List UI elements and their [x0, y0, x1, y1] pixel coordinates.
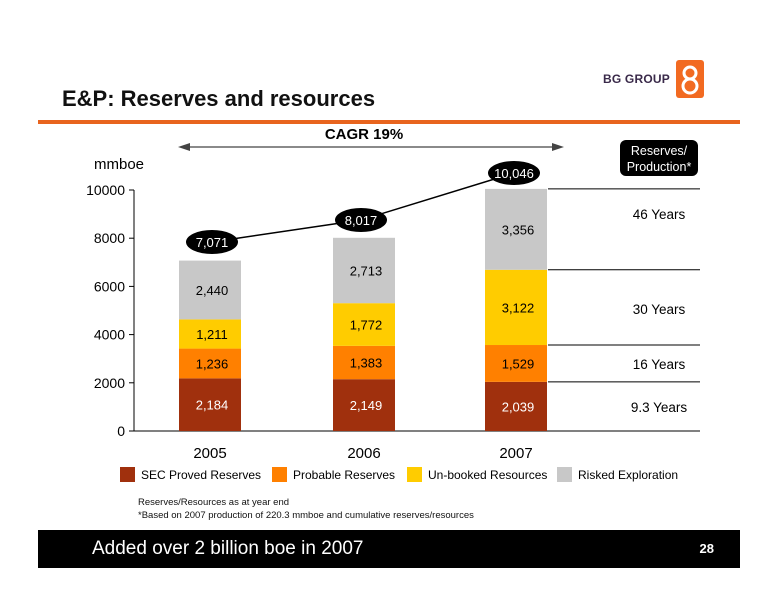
rp-header-line: Reserves/ — [631, 144, 688, 158]
x-tick-label: 2006 — [347, 445, 380, 462]
legend-label: Probable Reserves — [293, 468, 395, 482]
rp-value-label: 46 Years — [633, 207, 686, 222]
bar-value-label: 3,122 — [502, 300, 535, 315]
total-bubble — [488, 161, 540, 185]
cagr-arrow-right-head — [552, 143, 564, 151]
bar-value-label: 2,039 — [502, 399, 535, 414]
y-tick-label: 6000 — [94, 278, 125, 294]
bar-value-label: 1,772 — [350, 318, 383, 333]
rp-value-label: 9.3 Years — [631, 400, 688, 415]
bar-value-label: 1,236 — [196, 356, 229, 371]
footer-bar: Added over 2 billion boe in 2007 28 — [38, 530, 740, 568]
legend-label: Un-booked Resources — [428, 468, 547, 482]
brand-logo-text: BG GROUP — [603, 72, 670, 86]
bar-segment — [333, 379, 395, 431]
x-tick-label: 2007 — [499, 445, 532, 462]
total-value-label: 7,071 — [196, 235, 229, 250]
x-tick-label: 2005 — [193, 445, 226, 462]
bar-segment — [333, 237, 395, 304]
bar-value-label: 2,440 — [196, 283, 229, 298]
total-bubble — [186, 230, 238, 254]
cagr-label: CAGR 19% — [325, 126, 403, 143]
bar-value-label: 3,356 — [502, 222, 535, 237]
bar-value-label: 1,383 — [350, 356, 383, 371]
rp-value-label: 16 Years — [633, 357, 686, 372]
y-tick-label: 2000 — [94, 375, 125, 391]
bar-value-label: 2,149 — [350, 398, 383, 413]
y-tick-label: 4000 — [94, 327, 125, 343]
rp-header-box — [620, 140, 698, 176]
bar-segment — [179, 260, 241, 320]
rp-value-label: 30 Years — [633, 302, 686, 317]
bar-segment — [485, 345, 547, 382]
note-year-end: Reserves/Resources as at year end — [138, 497, 290, 508]
total-value-label: 8,017 — [345, 213, 378, 228]
y-tick-label: 8000 — [94, 230, 125, 246]
y-tick-label: 10000 — [86, 182, 125, 198]
bar-segment — [179, 348, 241, 379]
bar-segment — [333, 345, 395, 380]
bar-segment — [485, 188, 547, 270]
reserves-chart: 0 2000 4000 6000 8000 10000 mmboe 2,184 1,236 1,2… — [86, 126, 700, 482]
legend-swatch — [407, 467, 422, 482]
bar-value-label: 2,184 — [196, 398, 229, 413]
bar-segment — [179, 319, 241, 349]
cagr-arrow-left-head — [178, 143, 190, 151]
title-divider — [38, 120, 740, 124]
page-number: 28 — [699, 541, 714, 556]
bar-segment — [179, 378, 241, 431]
bar-segment — [485, 381, 547, 431]
legend-label: Risked Exploration — [578, 468, 678, 482]
legend-swatch — [557, 467, 572, 482]
y-axis-label: mmboe — [94, 156, 144, 173]
bar-segment — [333, 303, 395, 346]
y-tick-label: 0 — [117, 423, 125, 439]
footer-headline: Added over 2 billion boe in 2007 — [92, 538, 364, 559]
legend-swatch — [272, 467, 287, 482]
note-production-basis: *Based on 2007 production of 220.3 mmboe… — [138, 510, 474, 521]
total-bubble — [335, 208, 387, 232]
bar-segment — [485, 269, 547, 346]
legend-label: SEC Proved Reserves — [141, 468, 261, 482]
bar-value-label: 1,211 — [196, 327, 228, 342]
slide-title: E&P: Reserves and resources — [62, 86, 376, 111]
brand-logo-icon — [676, 60, 704, 98]
bar-value-label: 2,713 — [350, 263, 383, 278]
bar-value-label: 1,529 — [502, 356, 535, 371]
total-value-label: 10,046 — [494, 166, 534, 181]
rp-header-line: Production* — [627, 160, 692, 174]
legend-swatch — [120, 467, 135, 482]
